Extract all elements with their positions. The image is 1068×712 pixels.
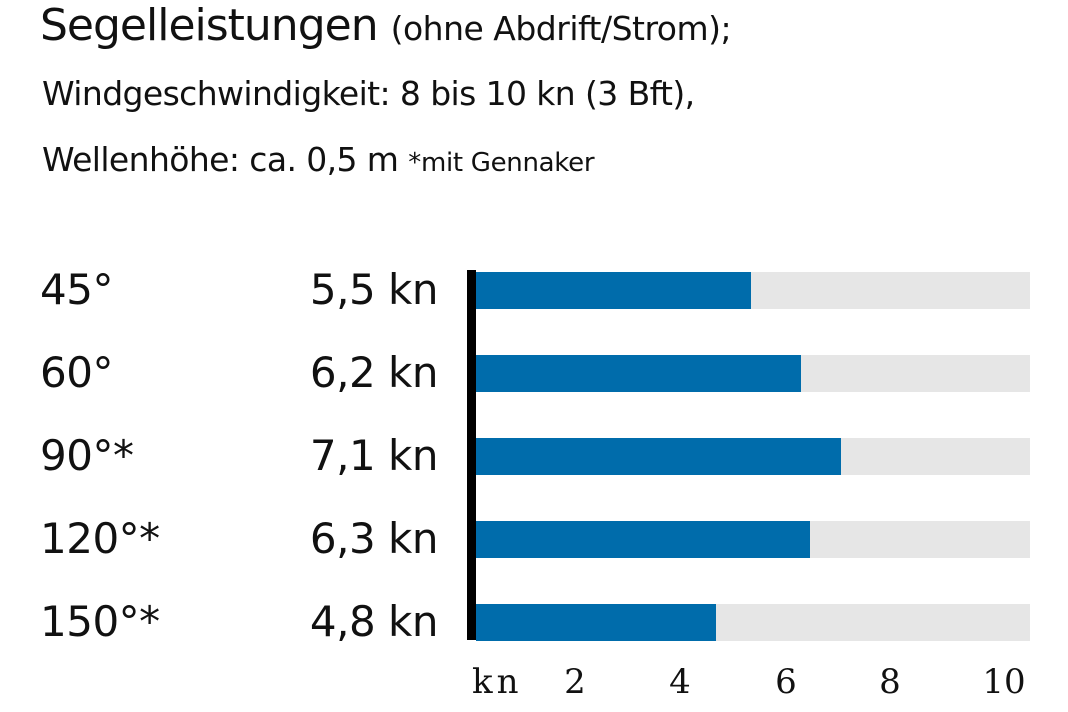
gennaker-footnote: *mit Gennaker bbox=[408, 148, 595, 178]
bar-row-150: 150°* 4,8 kn bbox=[0, 598, 1068, 646]
x-axis-unit: kn bbox=[472, 662, 523, 702]
x-tick: 6 bbox=[775, 662, 797, 702]
x-tick: 8 bbox=[879, 662, 901, 702]
speed-label: 6,3 kn bbox=[309, 514, 439, 563]
speed-bar bbox=[476, 604, 716, 641]
x-tick: 10 bbox=[982, 662, 1026, 702]
wind-speed-subtitle: Windgeschwindigkeit: 8 bis 10 kn (3 Bft)… bbox=[42, 74, 695, 113]
speed-bar bbox=[476, 438, 841, 475]
angle-label: 150°* bbox=[40, 597, 160, 646]
bar-row-60: 60° 6,2 kn bbox=[0, 349, 1068, 397]
bar-track bbox=[476, 355, 1030, 392]
bar-row-90: 90°* 7,1 kn bbox=[0, 432, 1068, 480]
angle-label: 45° bbox=[40, 265, 113, 314]
x-axis-ticks: kn 2 4 6 8 10 bbox=[0, 662, 1068, 702]
x-tick: 2 bbox=[564, 662, 586, 702]
bar-track bbox=[476, 604, 1030, 641]
speed-label: 5,5 kn bbox=[309, 265, 439, 314]
angle-label: 60° bbox=[40, 348, 113, 397]
angle-label: 90°* bbox=[40, 431, 134, 480]
speed-label: 7,1 kn bbox=[309, 431, 439, 480]
bar-row-45: 45° 5,5 kn bbox=[0, 266, 1068, 314]
speed-label: 4,8 kn bbox=[309, 597, 439, 646]
chart-title: Segelleistungen (ohne Abdrift/Strom); bbox=[40, 0, 732, 55]
title-main: Segelleistungen bbox=[40, 0, 379, 51]
speed-bar bbox=[476, 521, 810, 558]
title-suffix: (ohne Abdrift/Strom); bbox=[390, 9, 732, 48]
speed-bar bbox=[476, 355, 801, 392]
bar-track bbox=[476, 272, 1030, 309]
speed-label: 6,2 kn bbox=[309, 348, 439, 397]
y-axis-line bbox=[467, 270, 476, 640]
wave-height-subtitle: Wellenhöhe: ca. 0,5 m *mit Gennaker bbox=[42, 138, 595, 185]
x-tick: 4 bbox=[669, 662, 691, 702]
bar-row-120: 120°* 6,3 kn bbox=[0, 515, 1068, 563]
bar-track bbox=[476, 438, 1030, 475]
bar-track bbox=[476, 521, 1030, 558]
angle-label: 120°* bbox=[40, 514, 160, 563]
wave-height-text: Wellenhöhe: ca. 0,5 m bbox=[42, 140, 399, 179]
speed-bar bbox=[476, 272, 751, 309]
